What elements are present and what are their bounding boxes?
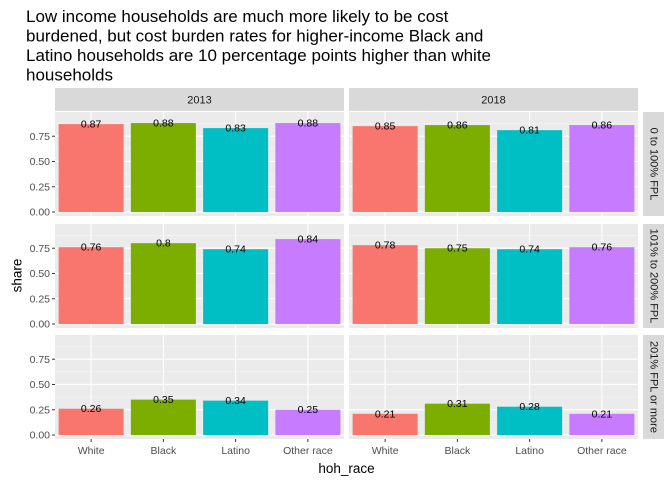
chart-title-line: households bbox=[26, 66, 113, 85]
bar-value-label: 0.84 bbox=[298, 234, 319, 246]
y-tick-label: 0.25 bbox=[30, 181, 51, 193]
bar bbox=[352, 413, 418, 435]
bar-value-label: 0.88 bbox=[153, 118, 174, 130]
bar-value-label: 0.8 bbox=[156, 238, 171, 250]
bar-value-label: 0.86 bbox=[592, 120, 613, 132]
bar-value-label: 0.28 bbox=[519, 401, 540, 413]
bar-value-label: 0.35 bbox=[153, 394, 174, 406]
bar-value-label: 0.31 bbox=[447, 398, 468, 410]
x-axis-title: hoh_race bbox=[318, 461, 374, 476]
y-tick-label: 0.50 bbox=[30, 268, 51, 280]
bar-value-label: 0.75 bbox=[447, 243, 468, 255]
chart-panels: 2013 2018 0 to 100% FPL 101% to 200% FPL 201… bbox=[30, 88, 664, 457]
bar bbox=[275, 409, 341, 435]
facet-col-label: 2018 bbox=[481, 95, 505, 107]
y-tick-label: 0.50 bbox=[30, 379, 51, 391]
x-tick-label: Other race bbox=[577, 445, 627, 457]
x-tick-label: Latino bbox=[515, 445, 544, 457]
bar bbox=[203, 128, 269, 212]
facet-row-label: 0 to 100% FPL bbox=[648, 128, 660, 201]
facet-strip-col bbox=[55, 88, 344, 111]
y-tick-label: 0.75 bbox=[30, 131, 51, 143]
bar bbox=[424, 248, 490, 324]
bar bbox=[130, 243, 196, 324]
facet-strip-row bbox=[643, 112, 664, 216]
bar bbox=[352, 245, 418, 324]
bar-value-label: 0.21 bbox=[592, 408, 613, 420]
bar-value-label: 0.88 bbox=[298, 118, 319, 130]
bar-value-label: 0.25 bbox=[298, 404, 319, 416]
bar bbox=[569, 125, 635, 212]
bar-value-label: 0.86 bbox=[447, 120, 468, 132]
bar bbox=[130, 123, 196, 212]
chart-title-line: burdened, but cost burden rates for high… bbox=[26, 27, 483, 46]
bar bbox=[497, 406, 563, 435]
facet-strip-row bbox=[643, 335, 664, 439]
facet-strip-row bbox=[643, 224, 664, 328]
y-axis-title: share bbox=[10, 259, 25, 293]
bar-value-label: 0.34 bbox=[225, 395, 246, 407]
bar bbox=[203, 249, 269, 324]
y-tick-label: 0.75 bbox=[30, 243, 51, 255]
x-tick-label: White bbox=[78, 445, 105, 457]
bar bbox=[352, 126, 418, 212]
y-tick-label: 0.00 bbox=[30, 207, 51, 219]
y-tick-label: 0.00 bbox=[30, 430, 51, 442]
bar bbox=[569, 413, 635, 435]
x-tick-label: Black bbox=[151, 445, 177, 457]
x-tick-label: Latino bbox=[221, 445, 250, 457]
chart-title: Low income households are much more like… bbox=[26, 7, 491, 85]
bar-value-label: 0.76 bbox=[81, 242, 102, 254]
bar bbox=[275, 123, 341, 212]
bar bbox=[130, 399, 196, 435]
bar-value-label: 0.26 bbox=[81, 403, 102, 415]
y-tick-label: 0.25 bbox=[30, 293, 51, 305]
y-tick-label: 0.25 bbox=[30, 404, 51, 416]
bar bbox=[203, 400, 269, 435]
facet-col-label: 2013 bbox=[187, 95, 211, 107]
bar-value-label: 0.87 bbox=[81, 119, 102, 131]
y-tick-label: 0.00 bbox=[30, 319, 51, 331]
y-tick-label: 0.50 bbox=[30, 156, 51, 168]
bar-value-label: 0.74 bbox=[519, 244, 540, 256]
bar-value-label: 0.83 bbox=[225, 123, 246, 135]
bar-value-label: 0.85 bbox=[375, 121, 396, 133]
bar-value-label: 0.74 bbox=[225, 244, 246, 256]
bar-value-label: 0.76 bbox=[592, 242, 613, 254]
facet-row-label: 101% to 200% FPL bbox=[648, 229, 660, 324]
bar bbox=[424, 403, 490, 435]
x-tick-label: White bbox=[372, 445, 399, 457]
y-tick-label: 0.75 bbox=[30, 354, 51, 366]
bar bbox=[497, 130, 563, 212]
facet-strip-col bbox=[349, 88, 638, 111]
x-tick-label: Black bbox=[445, 445, 471, 457]
facet-row-label: 201% FPL or more bbox=[648, 341, 660, 433]
bar bbox=[58, 408, 124, 435]
bar bbox=[58, 124, 124, 212]
chart-title-line: Low income households are much more like… bbox=[26, 7, 449, 26]
bar-value-label: 0.21 bbox=[375, 408, 396, 420]
chart-title-line: Latino households are 10 percentage poin… bbox=[26, 46, 491, 65]
bar bbox=[58, 247, 124, 324]
bar-value-label: 0.81 bbox=[519, 125, 540, 137]
bar-value-label: 0.78 bbox=[375, 240, 396, 252]
bar bbox=[569, 247, 635, 324]
x-tick-label: Other race bbox=[283, 445, 333, 457]
bar bbox=[275, 239, 341, 324]
bar bbox=[424, 125, 490, 212]
bar bbox=[497, 249, 563, 324]
